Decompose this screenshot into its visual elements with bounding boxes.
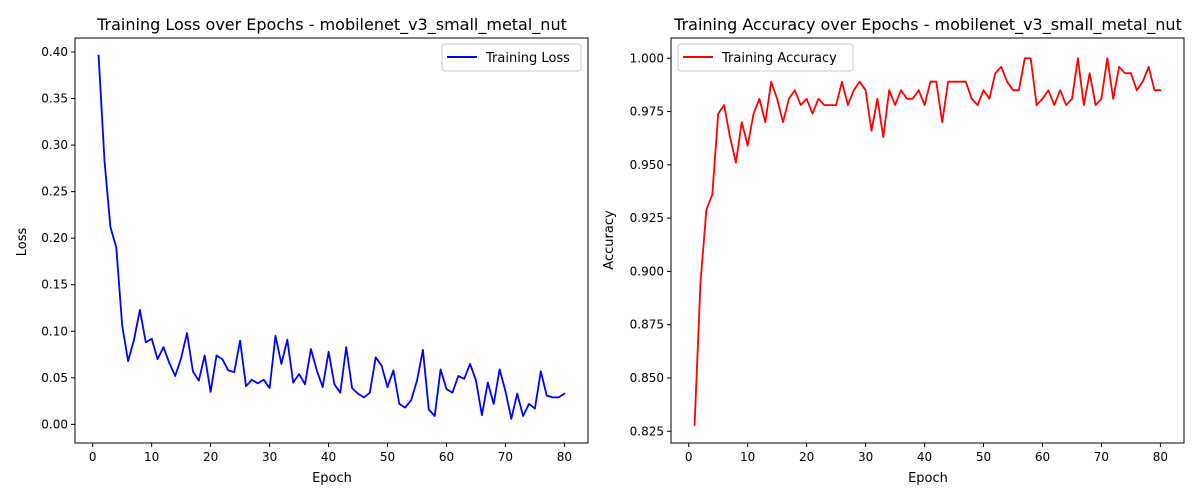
legend: Training Loss — [441, 43, 582, 72]
accuracy-chart: Training Accuracy over Epochs - mobilene… — [602, 15, 1185, 486]
chart-title: Training Loss over Epochs - mobilenet_v3… — [96, 15, 567, 35]
plot-area — [97, 54, 566, 420]
series-line — [97, 54, 566, 420]
y-tick-label: 0.925 — [630, 211, 664, 225]
x-tick-label: 70 — [498, 450, 513, 464]
y-tick-label: 0.00 — [41, 417, 68, 431]
x-tick-label: 10 — [740, 450, 755, 464]
y-tick-label: 0.10 — [41, 324, 68, 338]
legend-label: Training Accuracy — [721, 51, 837, 66]
axis-ticks: 0 10 20 30 40 50 60 70 80 0.825 0.850 0.875 0.900 0.9… — [630, 51, 1168, 464]
y-tick-label: 0.20 — [41, 231, 68, 245]
x-tick-label: 30 — [858, 450, 873, 464]
y-tick-label: 0.30 — [41, 138, 68, 152]
y-axis-label: Accuracy — [602, 210, 617, 270]
x-tick-label: 40 — [917, 450, 932, 464]
plot-area — [693, 57, 1162, 426]
legend: Training Accuracy — [677, 43, 854, 72]
y-tick-label: 0.900 — [630, 264, 664, 278]
x-tick-label: 10 — [144, 450, 159, 464]
y-tick-label: 0.850 — [630, 371, 664, 385]
x-tick-label: 20 — [799, 450, 814, 464]
legend-box — [441, 43, 582, 72]
x-tick-label: 50 — [976, 450, 991, 464]
legend-label: Training Loss — [485, 51, 570, 66]
axes-frame — [74, 37, 589, 444]
x-tick-label: 50 — [380, 450, 395, 464]
x-tick-label: 0 — [685, 450, 693, 464]
y-axis-label: Loss — [15, 228, 30, 257]
x-tick-label: 20 — [203, 450, 218, 464]
axes-frame — [670, 37, 1185, 444]
x-axis-label: Epoch — [908, 471, 948, 486]
x-tick-label: 60 — [1035, 450, 1050, 464]
x-axis-label: Epoch — [312, 471, 352, 486]
x-tick-label: 80 — [1153, 450, 1168, 464]
y-tick-label: 0.25 — [41, 185, 68, 199]
x-tick-label: 40 — [321, 450, 336, 464]
y-tick-label: 0.825 — [630, 424, 664, 438]
y-tick-label: 0.35 — [41, 92, 68, 106]
axis-ticks: 0 10 20 30 40 50 60 70 80 0.00 0.05 0.10 0.15 0.20 0.2… — [41, 45, 572, 464]
y-tick-label: 0.15 — [41, 278, 68, 292]
y-tick-label: 0.05 — [41, 371, 68, 385]
x-tick-label: 80 — [557, 450, 572, 464]
chart-title: Training Accuracy over Epochs - mobilene… — [673, 15, 1182, 35]
x-tick-label: 70 — [1094, 450, 1109, 464]
y-tick-label: 0.950 — [630, 158, 664, 172]
x-tick-label: 0 — [89, 450, 97, 464]
x-tick-label: 30 — [262, 450, 277, 464]
legend-box — [677, 43, 854, 72]
y-tick-label: 0.875 — [630, 318, 664, 332]
loss-chart: Training Loss over Epochs - mobilenet_v3… — [15, 15, 589, 486]
y-tick-label: 1.000 — [630, 51, 664, 65]
x-tick-label: 60 — [439, 450, 454, 464]
y-tick-label: 0.40 — [41, 45, 68, 59]
series-line — [693, 57, 1162, 426]
y-tick-label: 0.975 — [630, 105, 664, 119]
